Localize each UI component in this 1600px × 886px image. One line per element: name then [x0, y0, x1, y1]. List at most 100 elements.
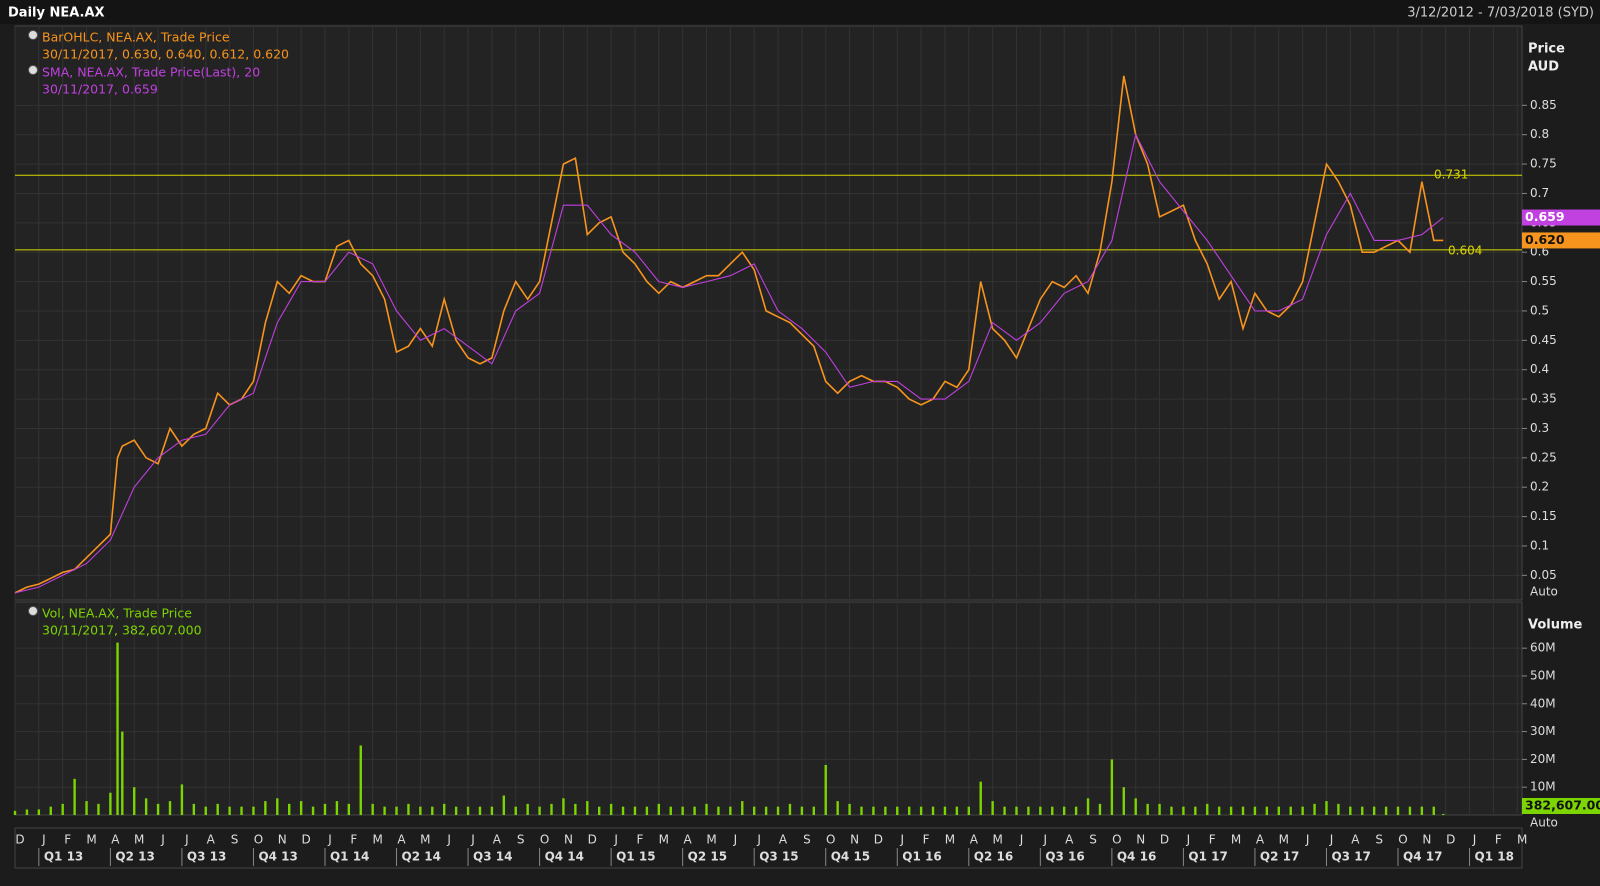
volume-bar [1384, 806, 1388, 815]
quarter-label: Q3 14 [473, 850, 512, 864]
x-tick-label: O [1112, 833, 1121, 847]
volume-bar [1432, 806, 1435, 815]
volume-bar [180, 784, 184, 815]
last-value-tag [1522, 798, 1600, 814]
y-tick-label: 0.2 [1530, 480, 1549, 494]
y-tick-label: 0.4 [1530, 362, 1549, 376]
x-tick-label: N [564, 833, 573, 847]
quarter-label: Q1 15 [616, 850, 655, 864]
auto-button[interactable]: Auto [1530, 816, 1558, 830]
x-tick-label: S [517, 833, 525, 847]
volume-bar [1229, 806, 1233, 815]
x-tick-label: D [15, 833, 24, 847]
volume-bar [347, 803, 351, 815]
x-tick-label: A [1065, 833, 1074, 847]
volume-bar [884, 806, 887, 815]
volume-bar [85, 801, 88, 815]
quarter-label: Q2 16 [974, 850, 1013, 864]
volume-bar [121, 731, 124, 815]
volume-bar [1182, 806, 1185, 815]
volume-bar [752, 806, 756, 815]
volume-bar [586, 801, 589, 815]
volume-bar [1372, 806, 1376, 815]
volume-bar [359, 745, 362, 815]
x-tick-label: D [588, 833, 597, 847]
x-tick-label: M [992, 833, 1002, 847]
x-tick-label: F [350, 833, 357, 847]
volume-bar [693, 806, 696, 815]
volume-bar [116, 642, 119, 815]
x-tick-label: N [1422, 833, 1431, 847]
volume-bar [466, 806, 470, 815]
volume-bar [991, 801, 994, 815]
volume-bar [1396, 806, 1400, 815]
legend-icon [28, 30, 38, 40]
legend-icon [28, 65, 38, 75]
volume-bar [979, 781, 982, 815]
volume-bar [454, 806, 458, 815]
volume-bar [1442, 813, 1445, 815]
volume-bar [407, 803, 410, 815]
x-tick-label: N [1136, 833, 1145, 847]
y-tick-label: 0.75 [1530, 157, 1557, 171]
x-tick-label: A [684, 833, 693, 847]
quarter-label: Q1 17 [1188, 850, 1227, 864]
volume-bar [73, 778, 76, 815]
volume-bar [1003, 806, 1006, 815]
volume-plot-area [14, 601, 1523, 816]
legend-icon [28, 606, 38, 616]
legend-name: Vol, NEA.AX, Trade Price [42, 606, 192, 621]
y-tick-label: 20M [1530, 752, 1556, 766]
x-tick-label: O [1398, 833, 1407, 847]
volume-bar [776, 806, 780, 815]
volume-bar [967, 806, 970, 815]
legend-name: SMA, NEA.AX, Trade Price(Last), 20 [42, 65, 260, 80]
quarter-label: Q4 13 [258, 850, 297, 864]
volume-bar [1086, 798, 1090, 815]
volume-bar [1253, 806, 1257, 815]
x-tick-label: A [207, 833, 216, 847]
x-tick-label: A [779, 833, 788, 847]
volume-bar [168, 801, 172, 815]
y-tick-label: 0.35 [1530, 392, 1557, 406]
price-plot-area [14, 25, 1523, 601]
volume-bar [443, 803, 446, 815]
price-line [14, 75, 1444, 594]
y-tick-label: 0.7 [1530, 186, 1549, 200]
x-tick-label: M [1231, 833, 1241, 847]
volume-bar [1265, 806, 1269, 815]
volume-bar [550, 803, 553, 815]
volume-bar [1277, 806, 1280, 815]
volume-bar [502, 795, 506, 815]
volume-bar [574, 803, 577, 815]
x-tick-label: F [637, 833, 644, 847]
x-tick-label: M [1279, 833, 1289, 847]
volume-bar [1194, 806, 1197, 815]
volume-bar [1170, 806, 1173, 815]
volume-bar [49, 806, 52, 815]
x-tick-label: A [111, 833, 120, 847]
x-tick-label: J [184, 833, 189, 847]
volume-bar [395, 806, 398, 815]
auto-button[interactable]: Auto [1530, 585, 1558, 599]
x-tick-label: O [254, 833, 263, 847]
y-tick-label: 0.25 [1530, 450, 1557, 464]
last-value-tag [1522, 232, 1600, 249]
volume-bar [1420, 806, 1424, 815]
volume-bar [729, 806, 732, 815]
volume-bar [419, 806, 422, 815]
volume-bar [1098, 803, 1102, 815]
last-value-label: 0.659 [1525, 209, 1565, 224]
x-tick-label: M [134, 833, 144, 847]
volume-bar [1062, 806, 1066, 815]
volume-bar [1313, 803, 1316, 815]
reference-label: 0.604 [1448, 243, 1482, 257]
last-value-tag [1522, 209, 1600, 226]
quarter-label: Q4 16 [1117, 850, 1156, 864]
y-tick-label: 50M [1530, 668, 1556, 682]
volume-bar [1361, 806, 1364, 815]
x-tick-label: S [1375, 833, 1383, 847]
volume-bar [609, 803, 613, 815]
y-tick-label: 0.3 [1530, 421, 1549, 435]
x-tick-label: A [1256, 833, 1265, 847]
